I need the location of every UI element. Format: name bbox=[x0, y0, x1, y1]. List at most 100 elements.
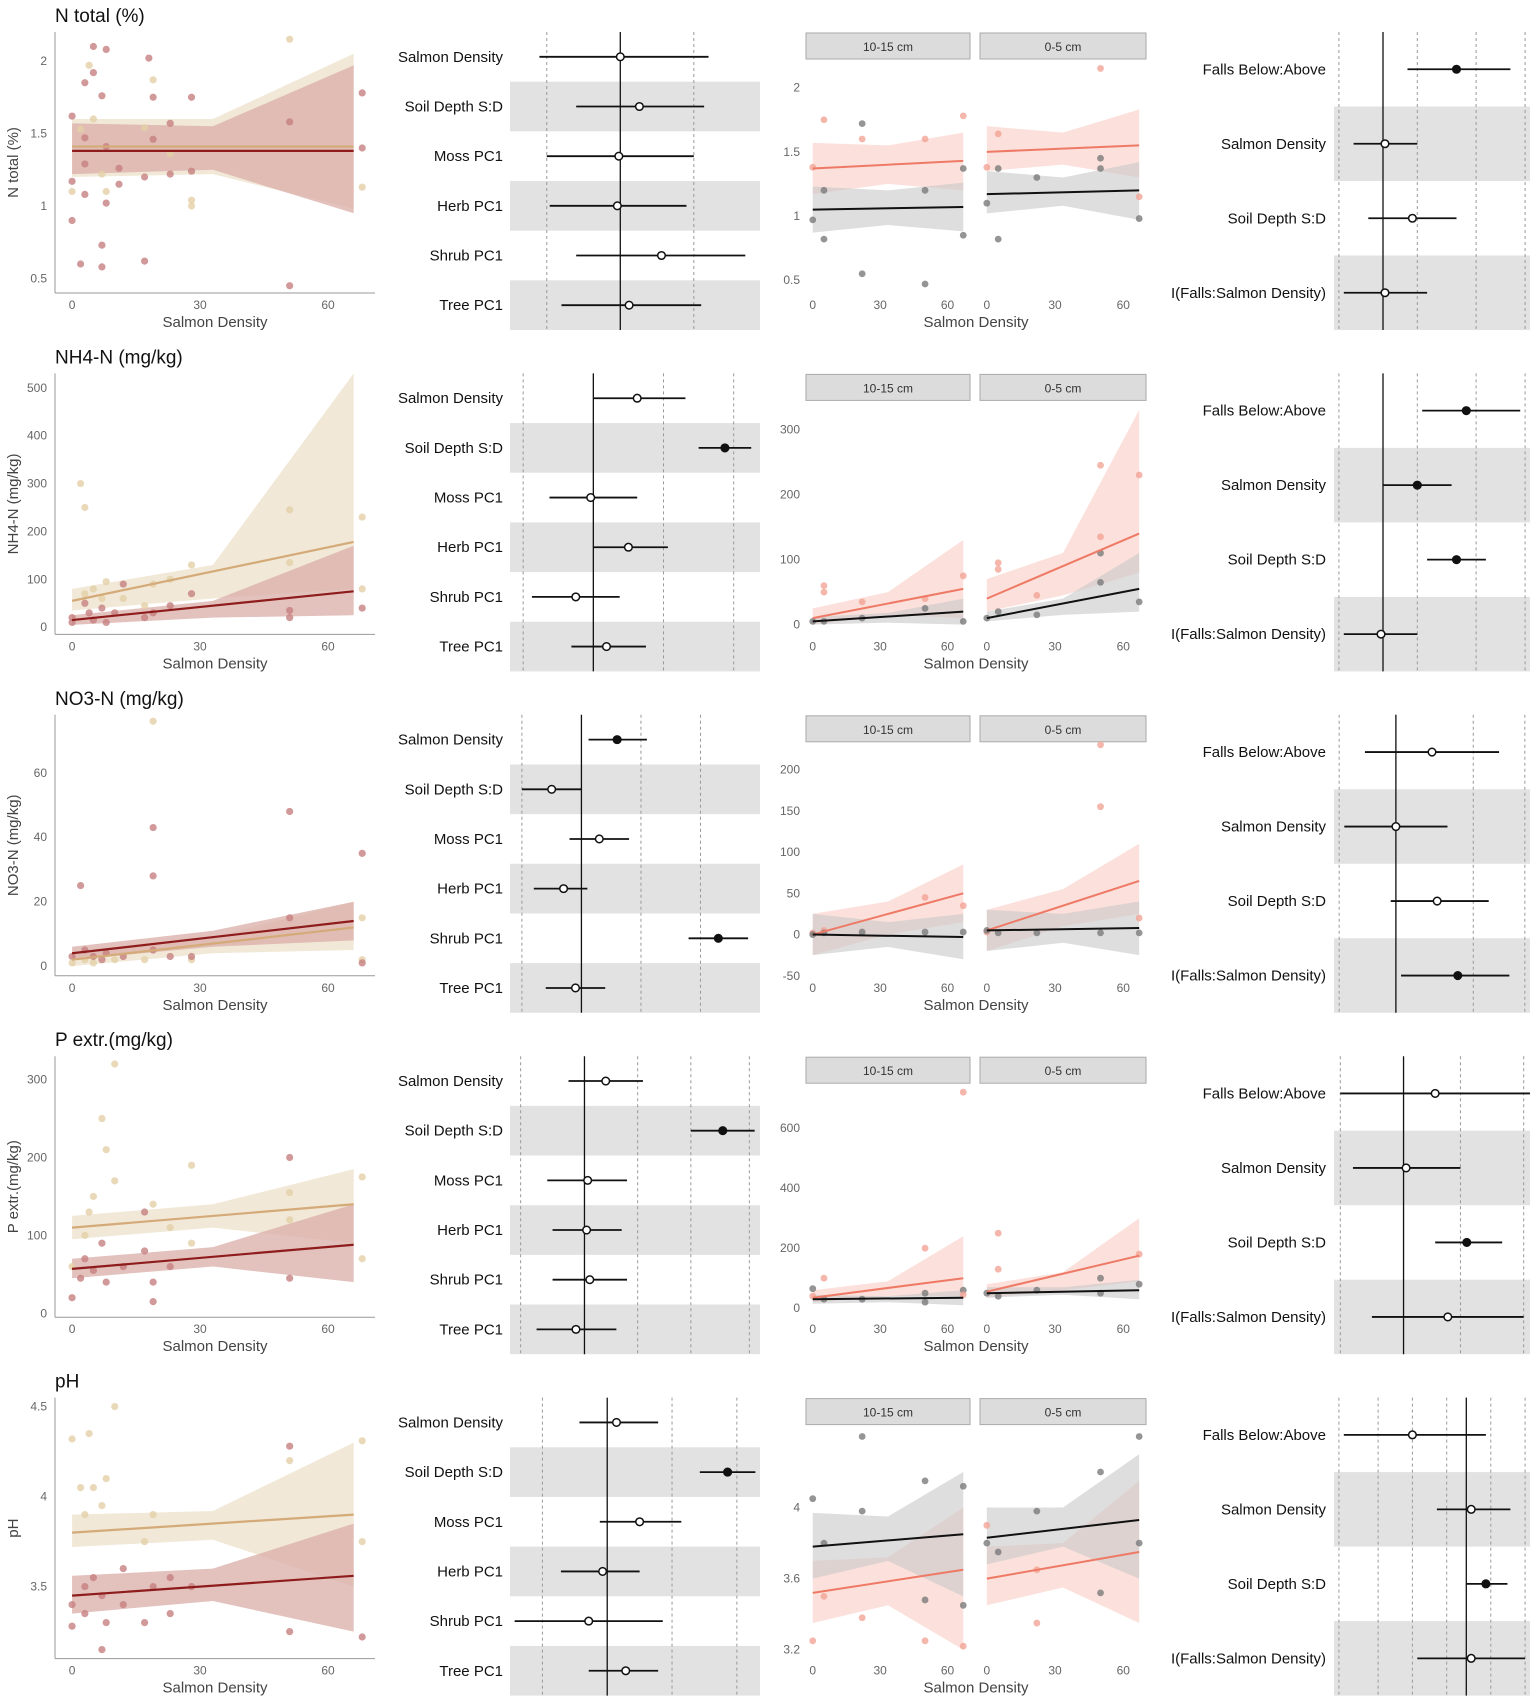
data-point bbox=[994, 235, 1002, 243]
fit-line bbox=[812, 1533, 964, 1548]
estimate-point bbox=[1481, 1579, 1491, 1589]
y-tick-label: 100 bbox=[27, 572, 47, 586]
data-point bbox=[102, 578, 110, 586]
data-point bbox=[358, 89, 366, 97]
data-point bbox=[68, 1622, 76, 1630]
data-point bbox=[102, 45, 110, 54]
y-tick-label: 1 bbox=[40, 199, 47, 213]
term-label: Salmon Density bbox=[398, 390, 504, 407]
data-point bbox=[111, 1403, 119, 1411]
fit-line bbox=[71, 1513, 354, 1534]
estimate-point bbox=[612, 735, 622, 745]
data-point bbox=[809, 1637, 817, 1645]
fit-line bbox=[986, 587, 1140, 620]
data-point bbox=[141, 1208, 149, 1216]
data-point bbox=[102, 1619, 110, 1627]
row-5: pH 3.5 4 4.5 0 30 60 Salmon Density pH Salmon Den… bbox=[5, 1372, 1530, 1697]
y-tick-label: 4 bbox=[40, 1490, 47, 1504]
x-tick-label: 30 bbox=[1048, 981, 1062, 995]
facet-strip-label: 10-15 cm bbox=[863, 40, 913, 54]
facet-panel: 10-15 cm 0 30 60 bbox=[805, 373, 971, 653]
data-point bbox=[102, 1146, 110, 1154]
data-point bbox=[1135, 598, 1143, 606]
term-label: Herb PC1 bbox=[437, 1222, 503, 1239]
data-point bbox=[1135, 1280, 1143, 1288]
x-tick-label: 60 bbox=[941, 981, 955, 995]
data-point bbox=[286, 807, 294, 816]
data-point bbox=[1097, 929, 1104, 937]
data-point bbox=[1033, 929, 1041, 937]
data-point bbox=[166, 602, 174, 610]
fit-line bbox=[812, 933, 964, 939]
y-axis-label: NO3-N (mg/kg) bbox=[5, 794, 22, 896]
x-tick-label: 60 bbox=[321, 1322, 335, 1336]
fit-line bbox=[812, 610, 964, 623]
data-point bbox=[1097, 165, 1104, 172]
term-label: Salmon Density bbox=[1221, 136, 1327, 153]
facet-panel: 10-15 cm 0 30 60 bbox=[805, 1398, 971, 1678]
data-point bbox=[286, 558, 294, 567]
x-tick-label: 60 bbox=[1117, 298, 1131, 312]
data-point bbox=[286, 506, 294, 514]
data-point bbox=[959, 928, 967, 936]
x-tick-label: 30 bbox=[193, 1664, 207, 1678]
estimate-point bbox=[1451, 64, 1462, 74]
interaction-coefficient-plot: Falls Below:Above Salmon Density Soil Dept… bbox=[1171, 1056, 1530, 1355]
data-point bbox=[959, 902, 967, 910]
coefficient-plot: Salmon Density Soil Depth S:D Moss PC1 Herb… bbox=[398, 1397, 760, 1696]
y-tick-label: 4 bbox=[793, 1501, 800, 1515]
depth-facet-plot: 0 100 200 300 10-15 cm 0 30 60 0-5 cm 0 30 60 Salmon… bbox=[780, 373, 1147, 672]
data-point bbox=[166, 1610, 174, 1618]
data-point bbox=[358, 1255, 366, 1263]
data-point bbox=[81, 503, 89, 512]
data-point bbox=[358, 1437, 366, 1445]
data-point bbox=[119, 580, 127, 588]
x-tick-label: 0 bbox=[69, 1664, 76, 1678]
data-point bbox=[1097, 803, 1104, 811]
term-label: Salmon Density bbox=[398, 732, 504, 749]
data-point bbox=[286, 1153, 294, 1162]
panel-title: N total (%) bbox=[55, 6, 145, 27]
data-point bbox=[921, 604, 929, 612]
term-label: Falls Below:Above bbox=[1203, 1427, 1326, 1444]
term-label: Soil Depth S:D bbox=[405, 440, 504, 457]
y-tick-label: 200 bbox=[780, 487, 800, 501]
data-point bbox=[187, 1239, 196, 1247]
fit-line bbox=[812, 1277, 964, 1299]
x-axis-label: Salmon Density bbox=[162, 997, 268, 1014]
estimate-point bbox=[571, 592, 581, 602]
data-point bbox=[858, 270, 866, 278]
estimate-point bbox=[1401, 1163, 1411, 1173]
data-point bbox=[994, 1292, 1002, 1300]
fit-line bbox=[812, 892, 964, 936]
term-label: Soil Depth S:D bbox=[405, 1123, 504, 1140]
term-label: Tree PC1 bbox=[439, 1663, 503, 1680]
y-tick-label: 1.5 bbox=[30, 127, 47, 141]
x-tick-label: 30 bbox=[873, 639, 887, 653]
data-point bbox=[286, 914, 294, 922]
data-point bbox=[149, 1278, 157, 1286]
data-point bbox=[149, 717, 157, 725]
term-label: Salmon Density bbox=[1221, 1160, 1327, 1177]
data-point bbox=[166, 952, 174, 961]
x-axis-label: Salmon Density bbox=[923, 1680, 1029, 1697]
fit-line bbox=[71, 1243, 354, 1270]
estimate-point bbox=[585, 1275, 595, 1285]
data-point bbox=[1033, 174, 1041, 181]
fit-line bbox=[986, 144, 1140, 153]
facet-strip bbox=[805, 373, 971, 401]
term-label: Shrub PC1 bbox=[430, 248, 503, 265]
data-point bbox=[68, 187, 76, 196]
fit-line bbox=[71, 926, 354, 961]
estimate-point bbox=[1461, 406, 1471, 416]
estimate-point bbox=[1407, 213, 1417, 223]
x-tick-label: 0 bbox=[809, 981, 816, 995]
data-point bbox=[149, 1200, 157, 1208]
x-axis-label: Salmon Density bbox=[923, 314, 1029, 331]
term-label: Moss PC1 bbox=[434, 831, 503, 848]
data-point bbox=[111, 1177, 119, 1185]
term-label: Shrub PC1 bbox=[430, 1613, 503, 1630]
y-tick-label: 3.6 bbox=[783, 1572, 800, 1586]
fit-line bbox=[986, 189, 1140, 196]
